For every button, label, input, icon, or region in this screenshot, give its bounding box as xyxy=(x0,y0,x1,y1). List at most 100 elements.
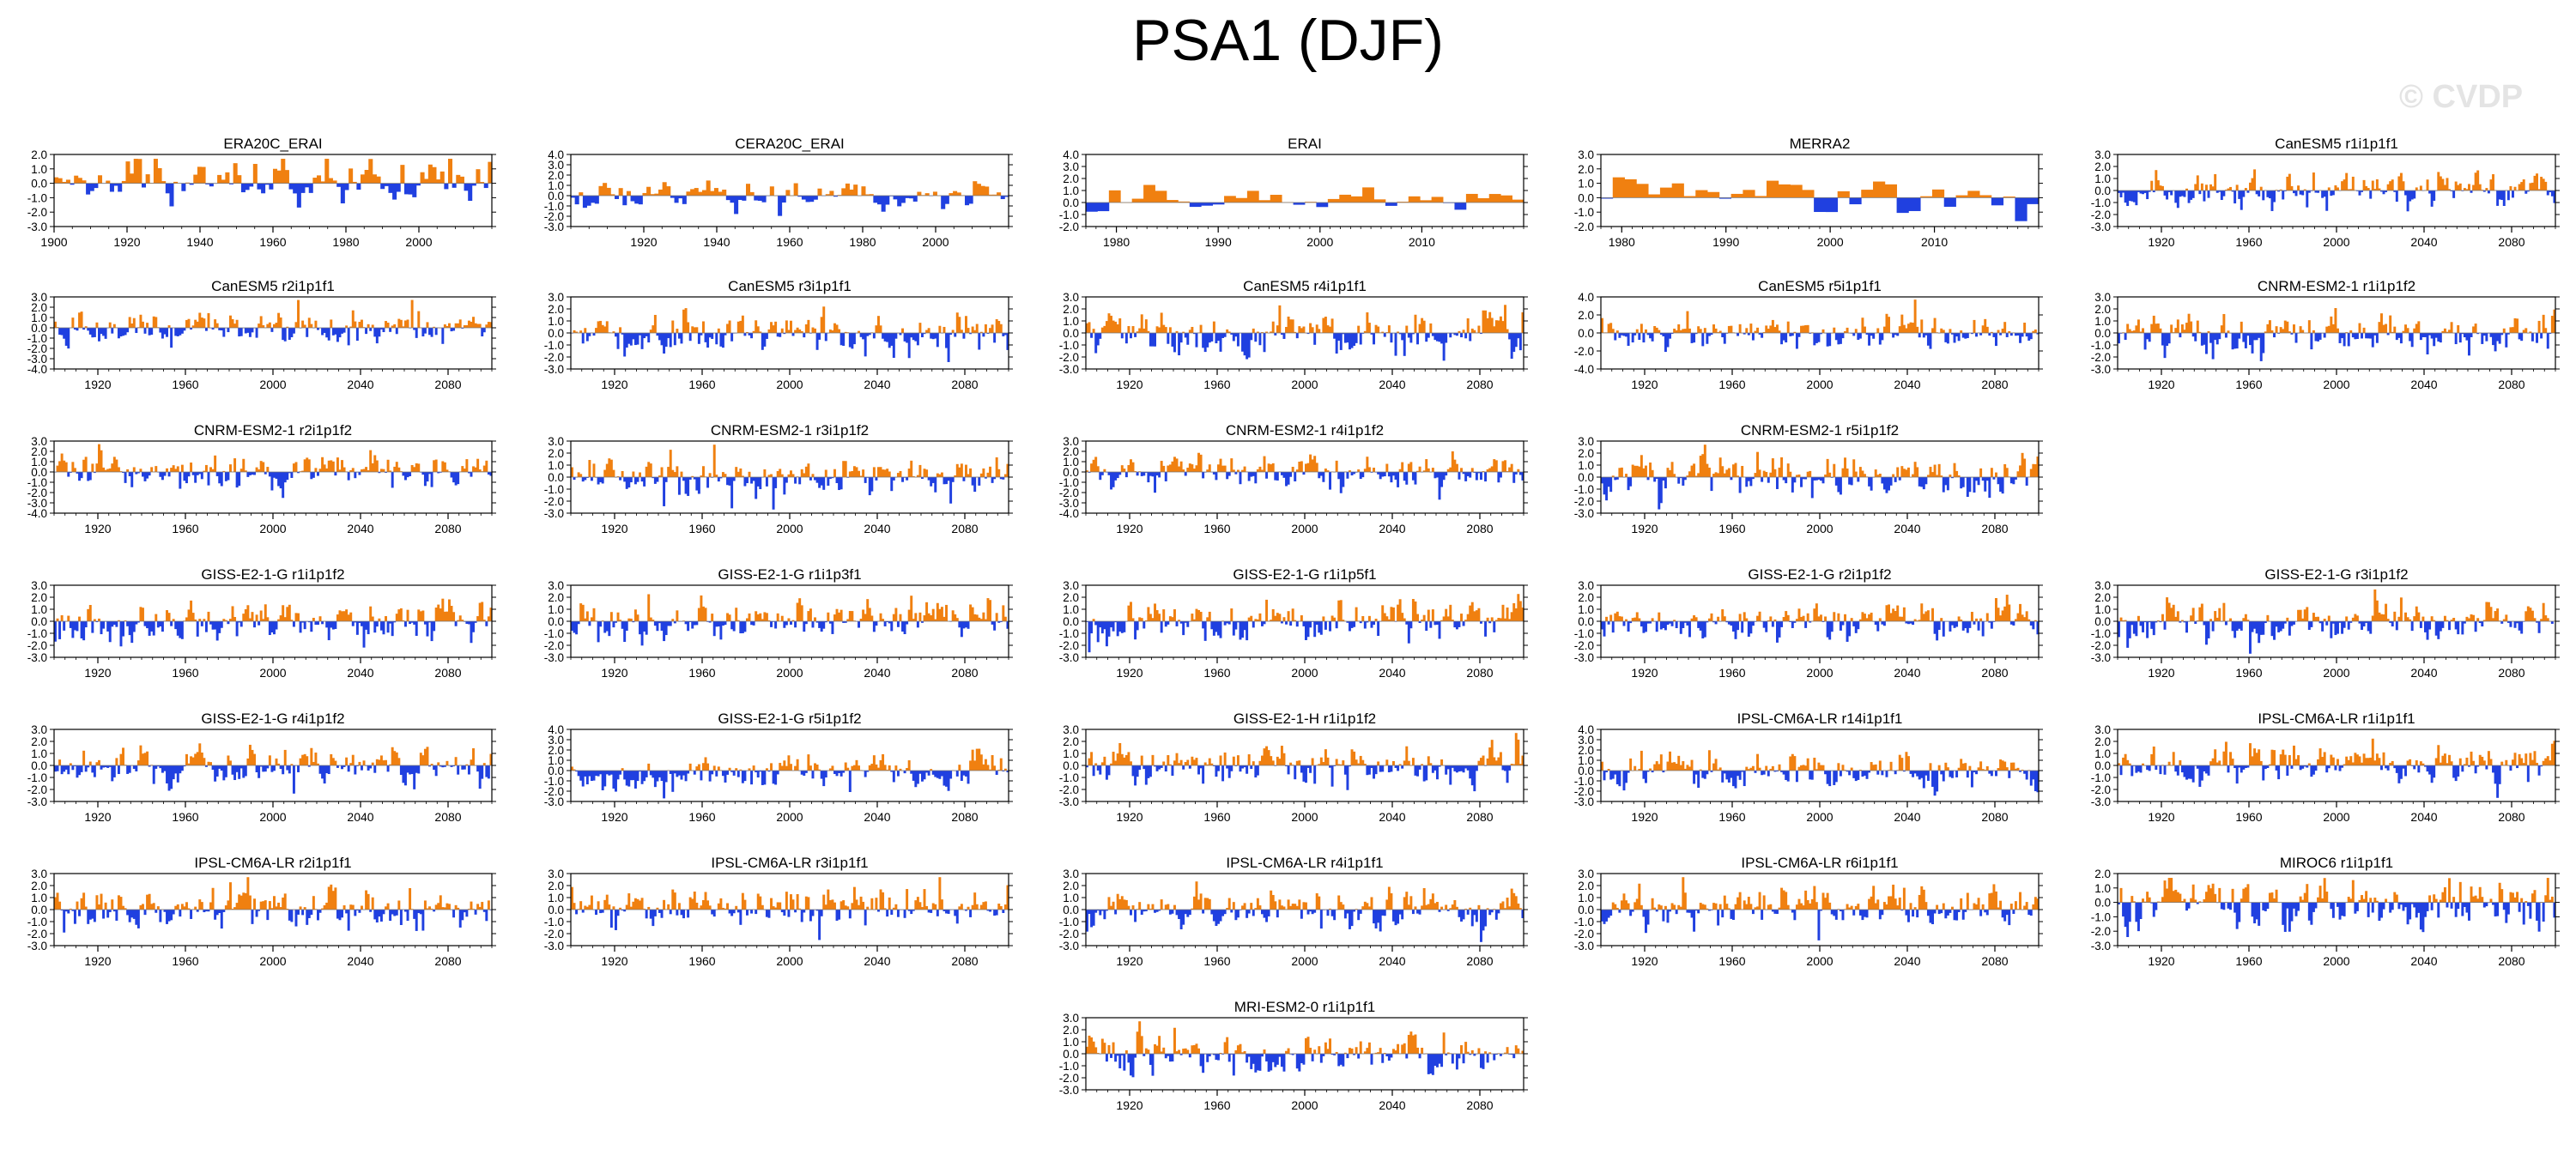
x-tick-label: 2000 xyxy=(1806,522,1833,535)
positive-bar xyxy=(925,602,929,621)
negative-bar xyxy=(634,196,639,204)
positive-bar xyxy=(2485,188,2488,190)
negative-bar xyxy=(831,477,834,479)
positive-bar xyxy=(2448,189,2451,190)
negative-bar xyxy=(413,328,416,330)
positive-bar xyxy=(303,459,306,472)
positive-bar xyxy=(859,475,863,477)
negative-bar xyxy=(2021,333,2024,337)
positive-bar xyxy=(916,475,919,477)
negative-bar xyxy=(2454,333,2458,345)
negative-bar xyxy=(1747,621,1750,637)
positive-bar xyxy=(2426,179,2429,190)
positive-bar xyxy=(848,471,852,477)
positive-bar xyxy=(1327,198,1340,203)
negative-bar xyxy=(310,472,313,480)
positive-bar xyxy=(399,319,403,328)
positive-bar xyxy=(1806,613,1809,621)
negative-bar xyxy=(725,196,730,201)
positive-bar xyxy=(1864,614,1866,621)
negative-bar xyxy=(1394,333,1397,356)
positive-bar xyxy=(949,193,954,196)
negative-bar xyxy=(487,765,490,779)
negative-bar xyxy=(750,621,754,626)
chart-title: CNRM-ESM2-1 r2i1p1f2 xyxy=(194,422,352,438)
positive-bar xyxy=(787,330,791,333)
chart-panel: GISS-E2-1-G r5i1p1f24.03.02.01.00.0-1.0-… xyxy=(544,711,1013,824)
negative-bar xyxy=(2494,333,2497,352)
negative-bar xyxy=(1664,621,1667,631)
positive-bar xyxy=(1769,616,1773,621)
positive-bar xyxy=(579,330,583,333)
negative-bar xyxy=(1734,621,1737,639)
negative-bar xyxy=(1646,477,1650,481)
positive-bar xyxy=(244,609,247,621)
positive-bar xyxy=(1305,202,1317,203)
negative-bar xyxy=(608,621,611,637)
positive-bar xyxy=(294,322,298,328)
negative-bar xyxy=(721,621,724,626)
negative-bar xyxy=(839,333,843,346)
negative-bar xyxy=(288,765,291,774)
negative-bar xyxy=(623,477,627,482)
x-tick-label: 1960 xyxy=(1203,522,1230,535)
negative-bar xyxy=(844,621,847,623)
negative-bar xyxy=(1319,621,1323,635)
positive-bar xyxy=(318,616,322,621)
negative-bar xyxy=(167,472,171,477)
negative-bar xyxy=(108,621,112,643)
positive-bar xyxy=(2526,606,2530,621)
negative-bar xyxy=(428,472,431,475)
chart-panel: GISS-E2-1-G r2i1p1f23.02.01.00.0-1.0-2.0… xyxy=(1574,566,2043,680)
positive-bar xyxy=(1802,325,1805,333)
negative-bar xyxy=(2399,333,2403,344)
negative-bar xyxy=(1826,621,1829,638)
negative-bar xyxy=(1826,333,1829,347)
negative-bar xyxy=(1175,621,1179,626)
negative-bar xyxy=(54,765,57,772)
positive-bar xyxy=(290,764,294,765)
negative-bar xyxy=(358,621,361,623)
x-tick-label: 2000 xyxy=(259,378,286,391)
negative-bar xyxy=(721,333,724,348)
negative-bar xyxy=(673,333,676,346)
negative-bar xyxy=(70,183,75,185)
negative-bar xyxy=(1223,333,1227,337)
positive-bar xyxy=(279,317,282,328)
y-tick-label: -1.0 xyxy=(2091,197,2111,209)
negative-bar xyxy=(367,621,370,635)
positive-bar xyxy=(196,321,199,328)
positive-bar xyxy=(2297,609,2300,621)
positive-bar xyxy=(2307,320,2311,333)
negative-bar xyxy=(288,472,291,474)
x-tick-label: 2080 xyxy=(951,522,978,535)
negative-bar xyxy=(1252,472,1255,476)
positive-bar xyxy=(761,619,764,621)
positive-bar xyxy=(2003,463,2007,477)
positive-bar xyxy=(1902,469,1906,477)
negative-bar xyxy=(754,196,759,201)
negative-bar xyxy=(2143,190,2147,193)
negative-bar xyxy=(1743,333,1746,335)
positive-bar xyxy=(649,463,652,477)
positive-bar xyxy=(713,188,718,196)
positive-bar xyxy=(985,186,990,196)
x-tick-label: 2010 xyxy=(1921,235,1948,249)
positive-bar xyxy=(2156,323,2160,333)
x-tick-label: 2080 xyxy=(2498,235,2524,249)
negative-bar xyxy=(2406,190,2409,212)
positive-bar xyxy=(938,608,942,621)
y-tick-label: 3.0 xyxy=(2094,579,2111,592)
y-tick-label: 0.0 xyxy=(548,615,564,628)
positive-bar xyxy=(2327,325,2331,333)
negative-bar xyxy=(215,472,219,476)
positive-bar xyxy=(803,473,806,477)
negative-bar xyxy=(270,472,274,491)
chart-title: CanESM5 r4i1p1f1 xyxy=(1243,278,1367,294)
positive-bar xyxy=(858,330,860,333)
positive-bar xyxy=(590,617,593,621)
positive-bar xyxy=(2537,320,2541,333)
positive-bar xyxy=(402,326,405,328)
negative-bar xyxy=(2506,621,2510,623)
negative-bar xyxy=(1944,333,1948,342)
